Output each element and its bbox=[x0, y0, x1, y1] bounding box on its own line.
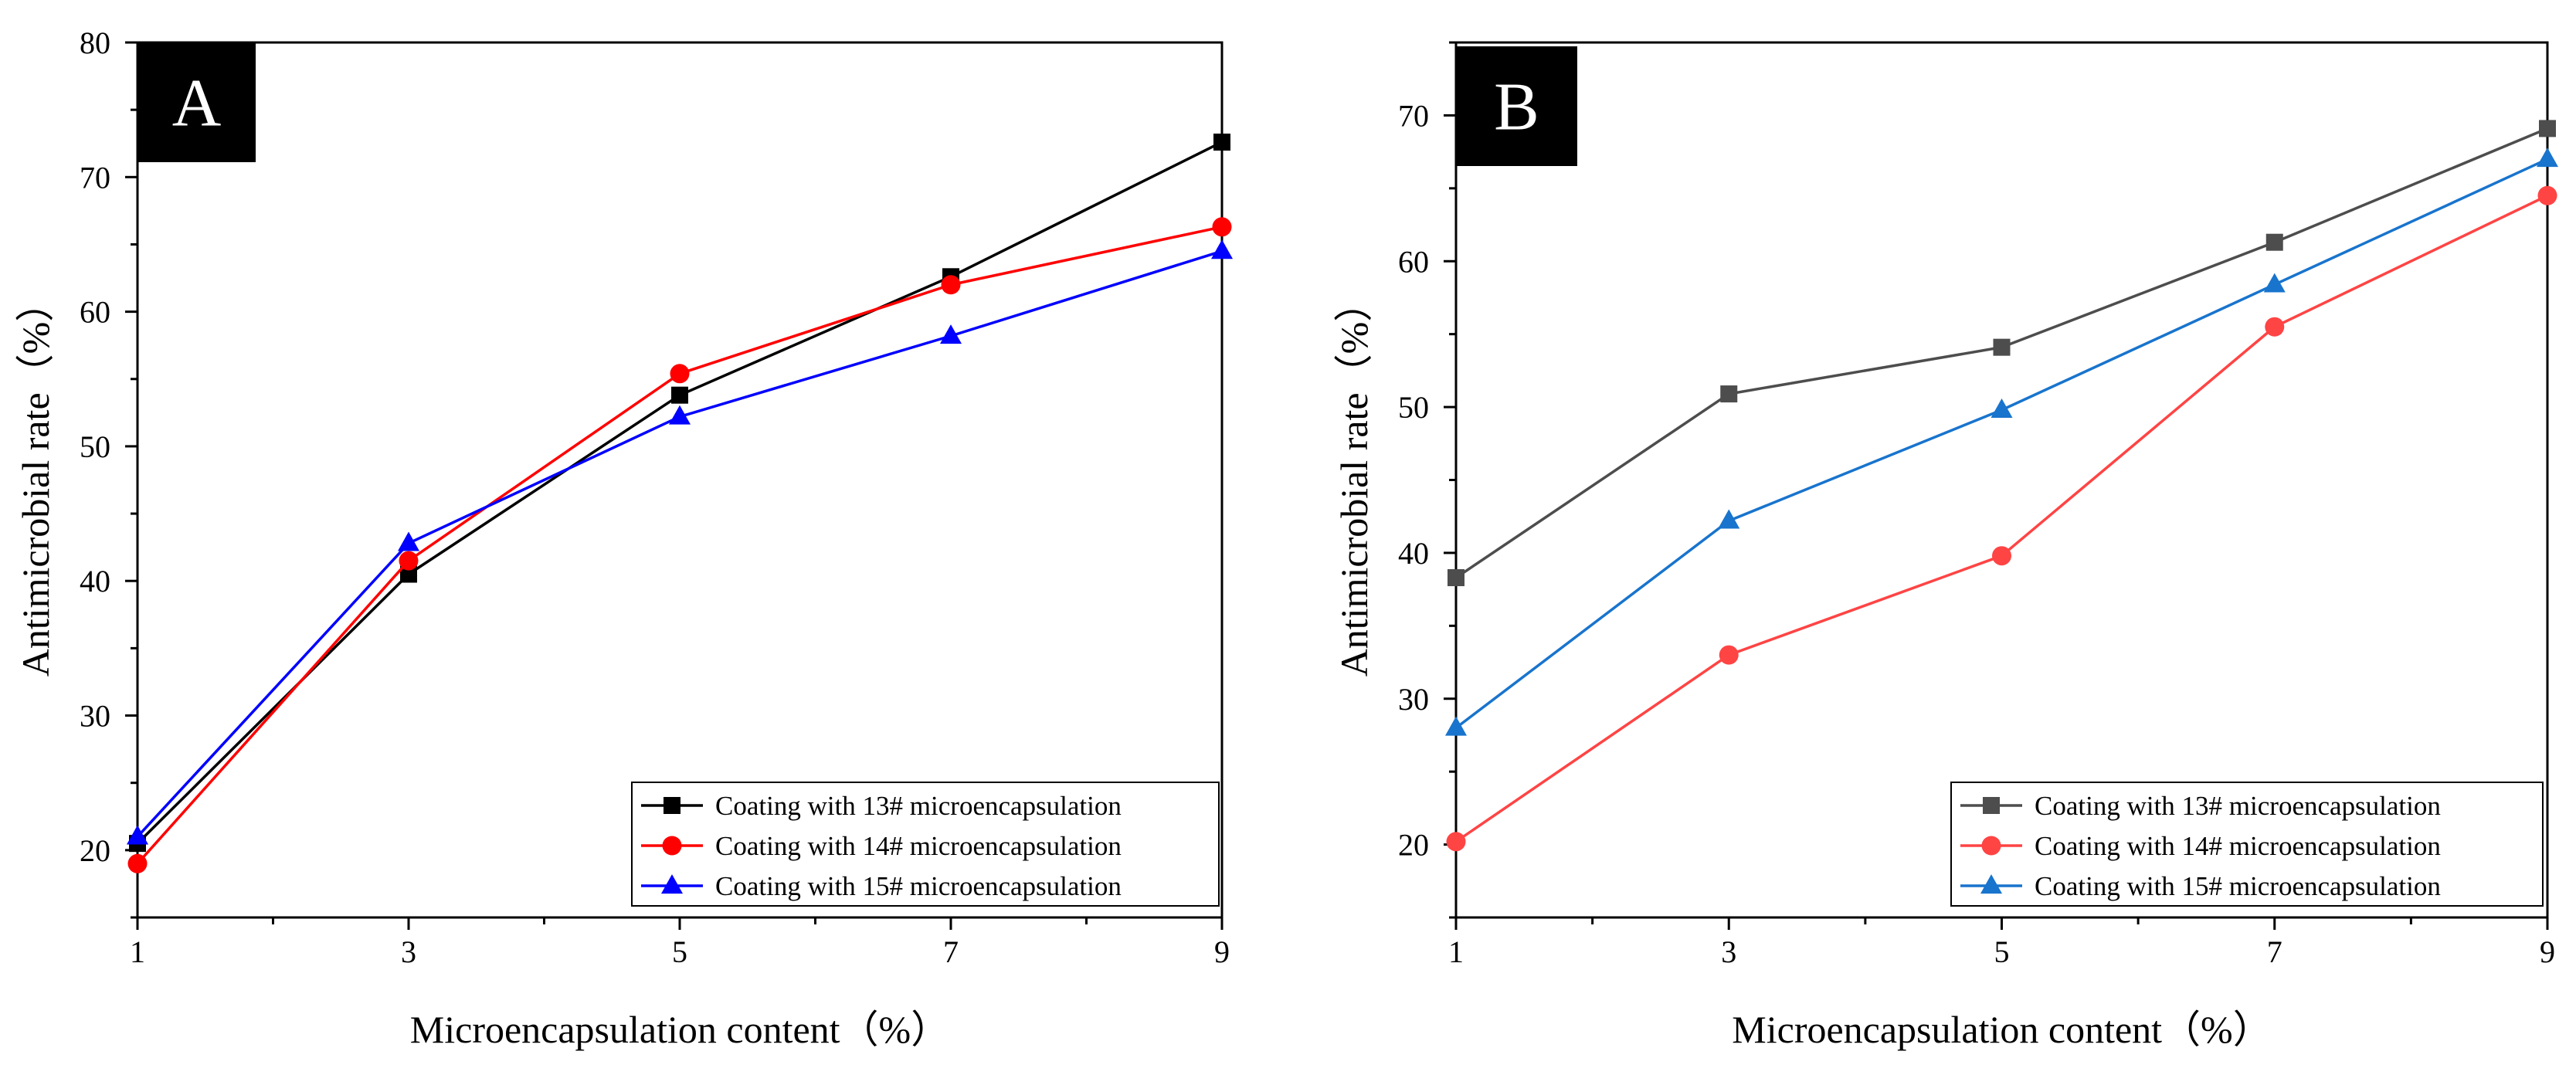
data-point bbox=[1719, 645, 1739, 665]
legend-marker bbox=[1981, 836, 2001, 856]
data-point bbox=[399, 551, 419, 571]
data-point bbox=[127, 853, 148, 873]
x-tick-label: 1 bbox=[1448, 934, 1464, 969]
series-3 bbox=[127, 239, 1233, 845]
legend-marker bbox=[662, 836, 682, 856]
series-line bbox=[136, 226, 1223, 865]
x-axis-title: Microencapsulation content（%） bbox=[410, 1008, 949, 1051]
y-tick-label: 80 bbox=[80, 25, 110, 60]
legend: Coating with 13# microencapsulation Coati… bbox=[631, 782, 1220, 907]
data-point bbox=[669, 405, 691, 425]
series-line bbox=[1454, 158, 2548, 729]
y-tick-label: 40 bbox=[1398, 536, 1429, 571]
panel-letter-box bbox=[137, 42, 256, 162]
data-point bbox=[1992, 546, 2011, 566]
data-point bbox=[1212, 217, 1232, 237]
data-point bbox=[1446, 832, 1466, 852]
data-point bbox=[1718, 509, 1740, 529]
legend-item: Coating with 13# microencapsulation bbox=[641, 791, 1122, 821]
data-point bbox=[671, 386, 688, 404]
data-point bbox=[941, 275, 961, 295]
data-point bbox=[2265, 233, 2283, 251]
y-axis-title: Antimicrobial rate（%） bbox=[14, 283, 57, 677]
legend-box bbox=[631, 782, 1220, 907]
data-point bbox=[398, 531, 419, 551]
x-tick-label: 1 bbox=[130, 934, 145, 969]
series-1 bbox=[129, 133, 1230, 853]
x-tick-label: 7 bbox=[2267, 934, 2282, 969]
legend-label: Coating with 13# microencapsulation bbox=[2035, 791, 2441, 821]
chart-panel-a: 1 3 5 7 9 20 30 40 50 60 70 80 Microencapsulation co… bbox=[14, 25, 1233, 1051]
legend-item: Coating with 14# microencapsulation bbox=[1960, 831, 2441, 861]
y-tick-label: 20 bbox=[1398, 828, 1429, 863]
legend-label: Coating with 14# microencapsulation bbox=[2035, 831, 2441, 861]
legend-box bbox=[1950, 782, 2544, 907]
data-point bbox=[2263, 273, 2286, 293]
legend-item: Coating with 15# microencapsulation bbox=[1960, 871, 2441, 901]
legend-label: Coating with 15# microencapsulation bbox=[2035, 871, 2441, 901]
data-point bbox=[1213, 133, 1230, 151]
series-2 bbox=[1446, 185, 2557, 852]
series-2 bbox=[127, 217, 1232, 873]
series-1 bbox=[1448, 120, 2556, 587]
data-point bbox=[2537, 148, 2558, 168]
series-line bbox=[1455, 194, 2548, 843]
x-tick-label: 9 bbox=[2540, 934, 2555, 969]
legend-label: Coating with 13# microencapsulation bbox=[715, 791, 1122, 821]
legend: Coating with 13# microencapsulation Coati… bbox=[1950, 782, 2544, 907]
x-axis-title: Microencapsulation content（%） bbox=[1732, 1008, 2271, 1051]
y-tick-label: 60 bbox=[1398, 244, 1429, 279]
y-tick-label: 70 bbox=[1398, 98, 1429, 133]
x-tick-label: 5 bbox=[1994, 934, 2010, 969]
data-point bbox=[127, 825, 148, 845]
x-tick-label: 5 bbox=[672, 934, 687, 969]
y-tick-label: 20 bbox=[80, 833, 110, 868]
data-point bbox=[1991, 398, 2013, 418]
legend-item: Coating with 14# microencapsulation bbox=[641, 831, 1122, 861]
y-axis-title: Antimicrobial rate（%） bbox=[1332, 283, 1376, 677]
x-tick-label: 9 bbox=[1214, 934, 1230, 969]
panel-letter-box bbox=[1456, 46, 1577, 166]
x-tick-label: 3 bbox=[1721, 934, 1736, 969]
data-point bbox=[2537, 185, 2557, 205]
legend-label: Coating with 15# microencapsulation bbox=[715, 871, 1122, 901]
y-tick-label: 50 bbox=[1398, 390, 1429, 425]
y-tick-label: 70 bbox=[80, 160, 110, 195]
legend-marker bbox=[661, 874, 683, 894]
x-tick-label: 3 bbox=[401, 934, 416, 969]
legend-item: Coating with 13# microencapsulation bbox=[1960, 791, 2441, 821]
y-tick-label: 30 bbox=[1398, 682, 1429, 717]
legend-marker bbox=[664, 797, 680, 814]
legend-marker bbox=[1980, 874, 2002, 894]
legend-marker bbox=[1983, 797, 2000, 814]
data-point bbox=[1445, 716, 1467, 736]
series-3 bbox=[1445, 148, 2558, 736]
data-point bbox=[1720, 385, 1738, 403]
y-tick-label: 60 bbox=[80, 295, 110, 330]
legend-label: Coating with 14# microencapsulation bbox=[715, 831, 1122, 861]
y-tick-label: 30 bbox=[80, 699, 110, 734]
data-point bbox=[670, 364, 690, 384]
y-tick-label: 40 bbox=[80, 564, 110, 599]
x-tick-label: 7 bbox=[943, 934, 959, 969]
y-tick-label: 50 bbox=[80, 429, 110, 464]
panel-letter: A bbox=[172, 66, 222, 141]
chart-panel-b: 1 3 5 7 9 20 30 40 50 60 70 Microencapsulation cont… bbox=[1332, 41, 2558, 1051]
data-point bbox=[940, 324, 962, 344]
data-point bbox=[2265, 317, 2285, 337]
data-point bbox=[1993, 338, 2011, 356]
series-line bbox=[136, 249, 1223, 838]
series-line bbox=[136, 141, 1223, 845]
data-point bbox=[1448, 569, 1464, 587]
data-point bbox=[2539, 120, 2556, 137]
data-point bbox=[400, 565, 417, 583]
legend-item: Coating with 15# microencapsulation bbox=[641, 871, 1122, 901]
data-point bbox=[1211, 239, 1233, 259]
panel-letter: B bbox=[1494, 70, 1539, 145]
